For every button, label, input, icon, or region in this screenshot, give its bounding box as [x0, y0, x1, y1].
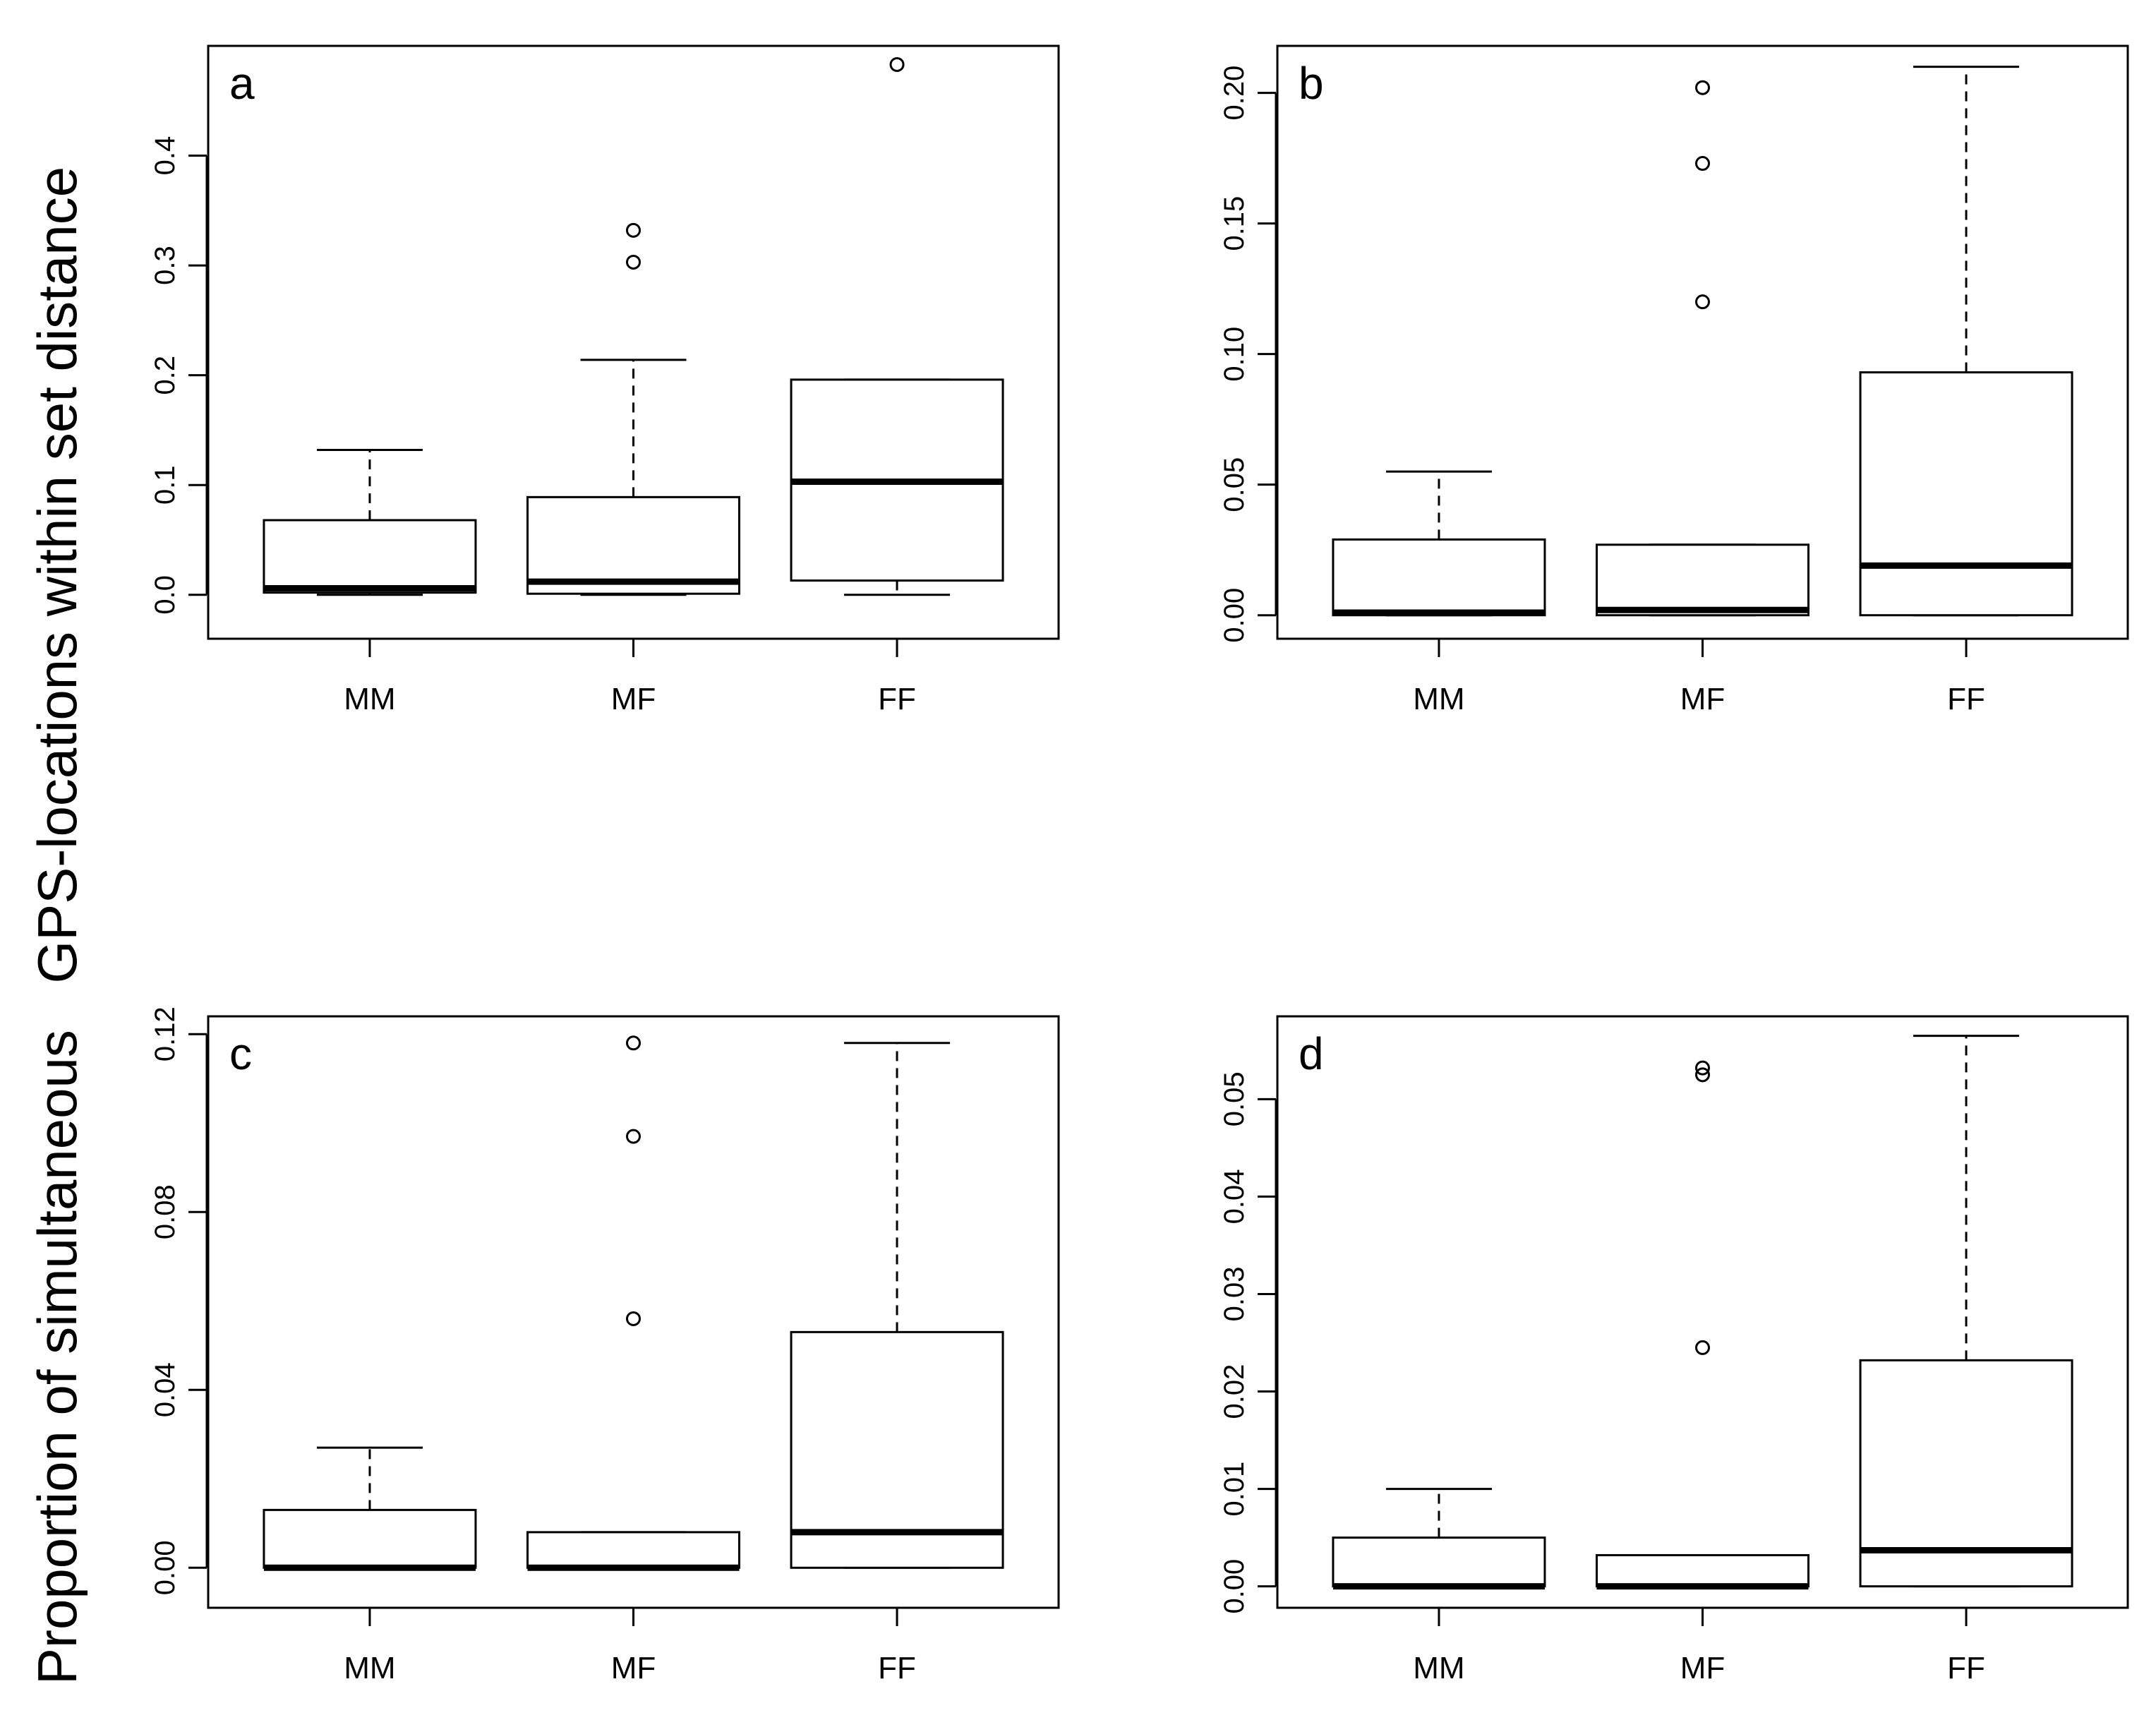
panel-c: c 0.00 0.04 0.08 0.12 MM MF FF: [150, 1006, 1060, 1685]
outlier-point: [1695, 294, 1710, 310]
box-MF: [1596, 1060, 1809, 1590]
y-tick-label: 0.15: [1219, 196, 1250, 251]
x-category-label: MF: [611, 682, 656, 716]
y-tick-label: 0.3: [150, 246, 181, 285]
box-MF: [1596, 80, 1809, 617]
y-tick-label: 0.12: [150, 1006, 181, 1062]
y-tick-label: 0.20: [1219, 66, 1250, 121]
y-axis-label-part1: Proportion of simultaneous: [26, 1030, 88, 1685]
x-category-label: MF: [1680, 682, 1726, 716]
x-category-label: FF: [1947, 682, 1985, 716]
x-category-label: MM: [344, 682, 395, 716]
panel-a: a 0.0 0.1 0.2 0.3 0.4 MM MF FF: [150, 44, 1060, 716]
x-category-label: MM: [1413, 1651, 1464, 1685]
panel-letter: a: [229, 58, 255, 109]
y-tick-label: 0.05: [1219, 1071, 1250, 1126]
outlier-point: [1695, 156, 1710, 172]
box-iqr: [1596, 543, 1809, 617]
box-iqr: [526, 495, 740, 595]
y-axis-label: Proportion of simultaneous GPS-locations…: [26, 167, 88, 1685]
panel-b: b 0.00 0.05 0.10 0.15 0.20 MM MF FF: [1219, 44, 2129, 716]
y-tick-label: 0.1: [150, 465, 181, 505]
y-tick-label: 0.00: [1219, 588, 1250, 643]
y-tick-label: 0.04: [150, 1362, 181, 1417]
y-tick-label: 0.0: [150, 575, 181, 615]
box-MF: [526, 1035, 740, 1571]
box-FF: [1859, 66, 2073, 617]
x-category-label: MF: [611, 1651, 656, 1685]
y-tick-label: 0.2: [150, 356, 181, 395]
box-MM: [1332, 1488, 1546, 1590]
outlier-point: [626, 1129, 641, 1144]
box-FF: [1859, 1035, 2073, 1588]
panel-letter: c: [229, 1028, 252, 1079]
box-iqr: [526, 1531, 740, 1569]
x-category-label: FF: [1947, 1651, 1985, 1685]
box-MM: [263, 1446, 477, 1571]
outlier-point: [1695, 1067, 1710, 1083]
outlier-point: [1695, 1340, 1710, 1355]
outlier-point: [626, 1311, 641, 1326]
y-tick-label: 0.00: [150, 1540, 181, 1595]
panel-d: d 0.00 0.01 0.02 0.03 0.04 0.05 MM MF FF: [1219, 1015, 2129, 1685]
y-tick-label: 0.08: [150, 1184, 181, 1239]
y-tick-label: 0.02: [1219, 1364, 1250, 1419]
panel-letter: d: [1299, 1028, 1324, 1079]
outlier-point: [1695, 80, 1710, 95]
y-tick-label: 0.00: [1219, 1559, 1250, 1614]
box-MM: [263, 448, 477, 596]
outlier-point: [626, 1035, 641, 1051]
outlier-point: [889, 56, 905, 72]
box-iqr: [1332, 538, 1546, 617]
outlier-point: [626, 222, 641, 238]
box-MF: [526, 222, 740, 596]
outlier-point: [1695, 1060, 1710, 1076]
box-iqr: [1596, 1553, 1809, 1588]
panel-letter: b: [1299, 58, 1324, 109]
panels-group: a 0.0 0.1 0.2 0.3 0.4 MM MF FF b 0.00 0.05 0.10 0.15 0…: [150, 44, 2129, 1685]
box-FF: [790, 56, 1004, 596]
y-tick-label: 0.04: [1219, 1169, 1250, 1224]
x-category-label: MF: [1680, 1651, 1726, 1685]
x-category-label: FF: [878, 682, 916, 716]
box-MM: [1332, 470, 1546, 617]
y-tick-label: 0.03: [1219, 1267, 1250, 1322]
box-iqr: [263, 519, 477, 594]
box-iqr: [790, 1330, 1004, 1569]
box-iqr: [1859, 371, 2073, 617]
y-tick-label: 0.10: [1219, 327, 1250, 382]
box-iqr: [263, 1508, 477, 1569]
y-axis-label-part2: GPS-locations within set distance: [26, 167, 88, 984]
outlier-point: [626, 254, 641, 270]
x-category-label: MM: [1413, 682, 1464, 716]
x-category-label: FF: [878, 1651, 916, 1685]
y-tick-label: 0.4: [150, 136, 181, 176]
box-FF: [790, 1042, 1004, 1569]
y-tick-label: 0.05: [1219, 457, 1250, 512]
x-category-label: MM: [344, 1651, 395, 1685]
y-tick-label: 0.01: [1219, 1462, 1250, 1517]
box-iqr: [1332, 1536, 1546, 1588]
